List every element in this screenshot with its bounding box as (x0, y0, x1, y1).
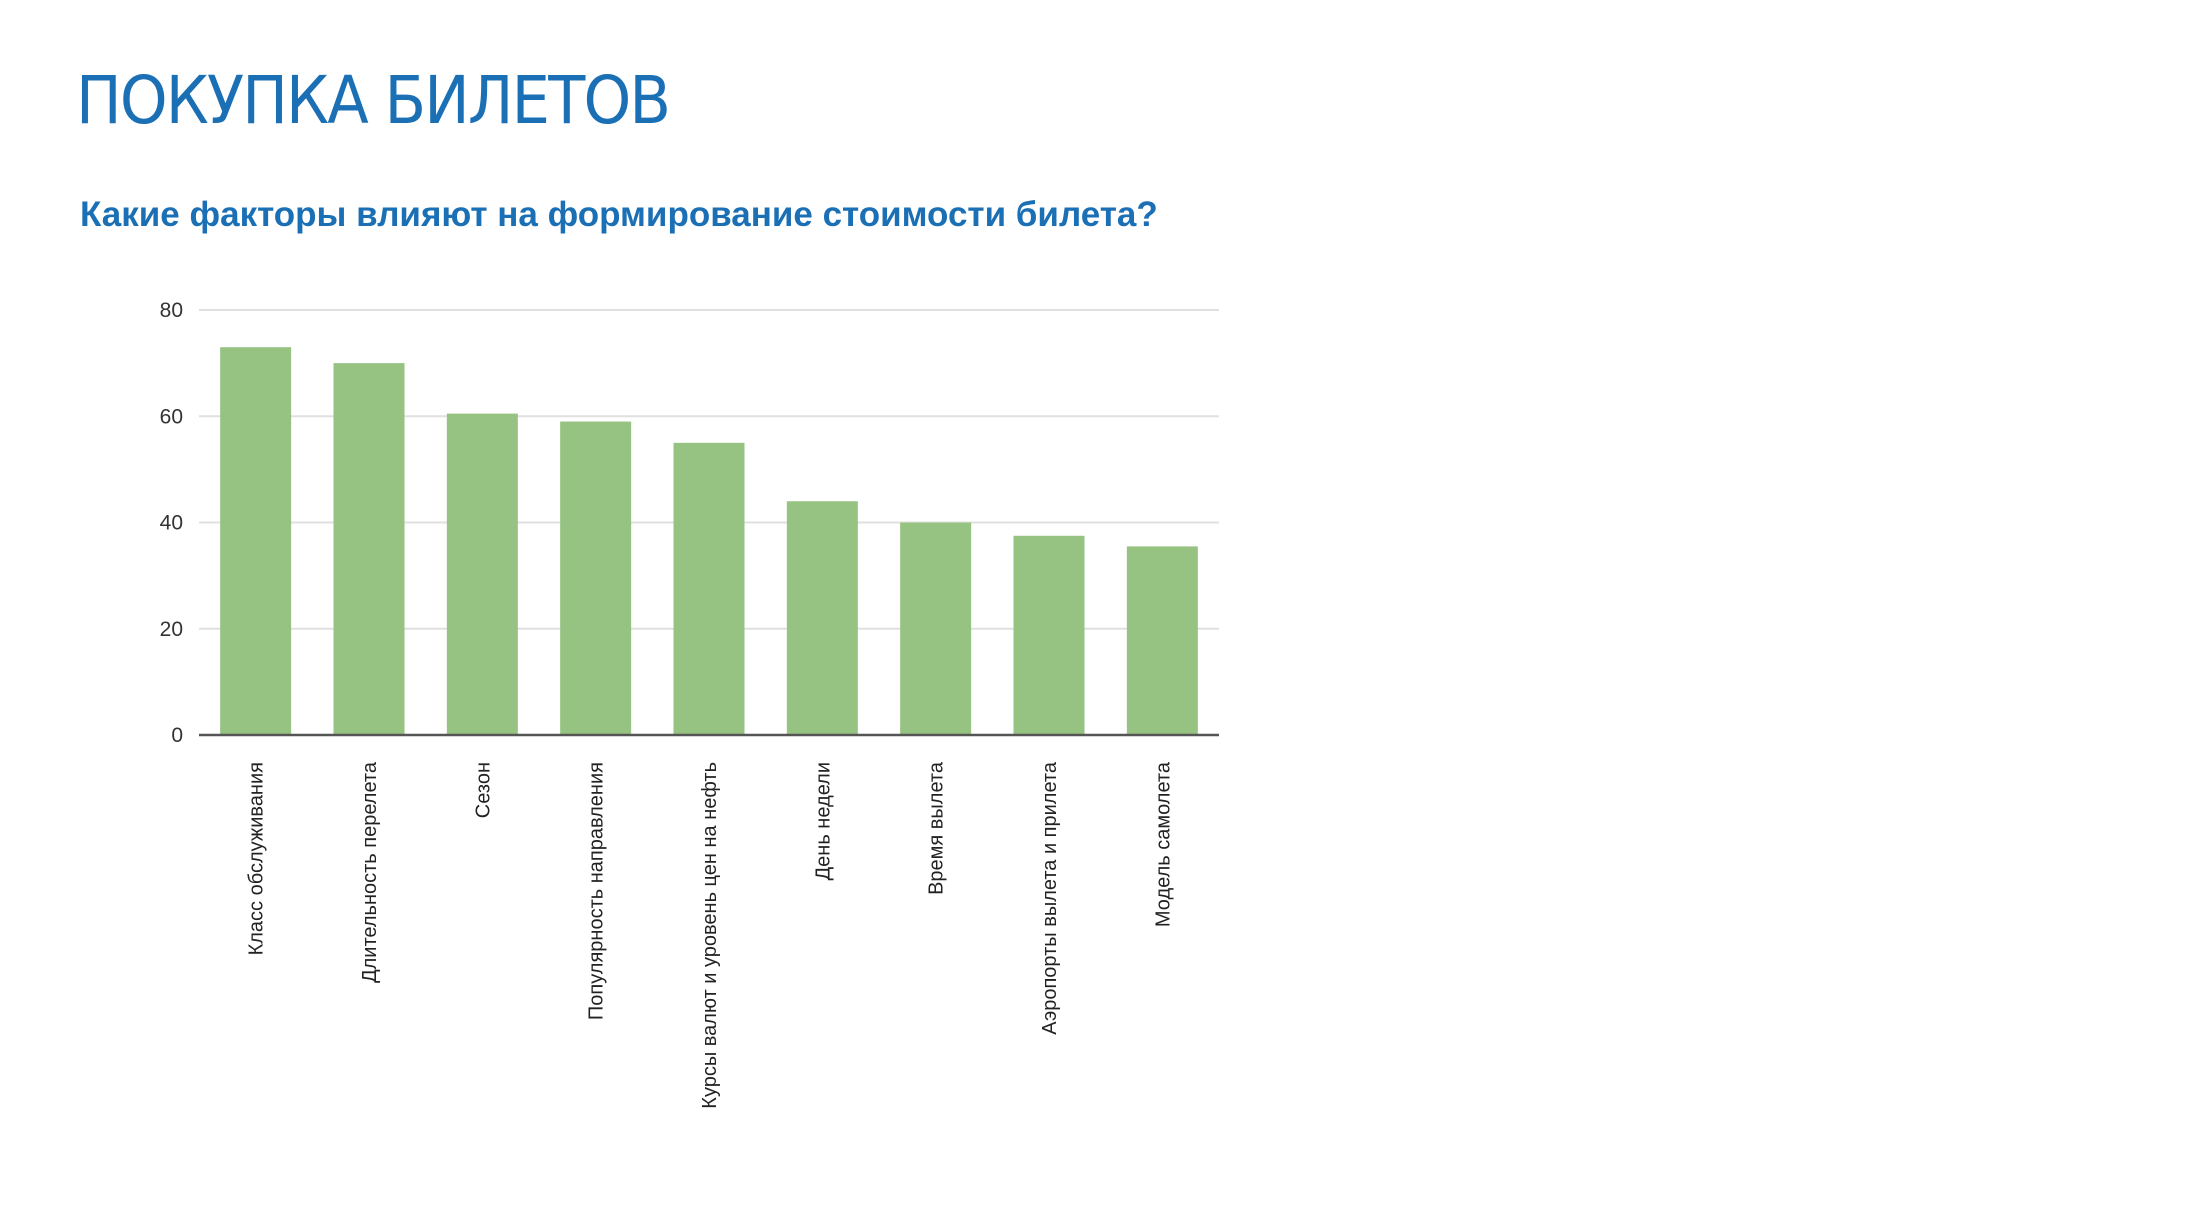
bar (333, 363, 405, 735)
page-title: ПОКУПКА БИЛЕТОВ (76, 62, 671, 139)
bar (1013, 535, 1085, 735)
y-tick-label: 60 (160, 405, 183, 428)
x-tick-label: Время вылета (926, 761, 948, 895)
y-tick-label: 0 (171, 724, 183, 747)
x-tick-label: Класс обслуживания (246, 762, 268, 955)
x-tick-label: Аэропорты вылета и прилета (1039, 761, 1061, 1035)
bar (673, 442, 745, 735)
bar (446, 413, 518, 735)
chart-question: Какие факторы влияют на формирование сто… (80, 195, 1158, 234)
bar (900, 522, 972, 735)
bar (220, 347, 292, 735)
bar (560, 421, 632, 735)
y-tick-label: 20 (160, 618, 183, 641)
x-tick-label: День недели (812, 762, 834, 880)
x-tick-label: Модель самолета (1152, 761, 1174, 927)
bar (1126, 546, 1198, 735)
x-tick-label: Сезон (472, 762, 494, 818)
y-tick-label: 80 (160, 299, 183, 322)
x-tick-label: Курсы валют и уровень цен на нефть (699, 762, 721, 1109)
x-tick-label: Популярность направления (586, 762, 608, 1020)
y-tick-label: 40 (160, 512, 183, 535)
bar (786, 501, 858, 735)
x-tick-label: Длительность перелета (359, 761, 381, 983)
